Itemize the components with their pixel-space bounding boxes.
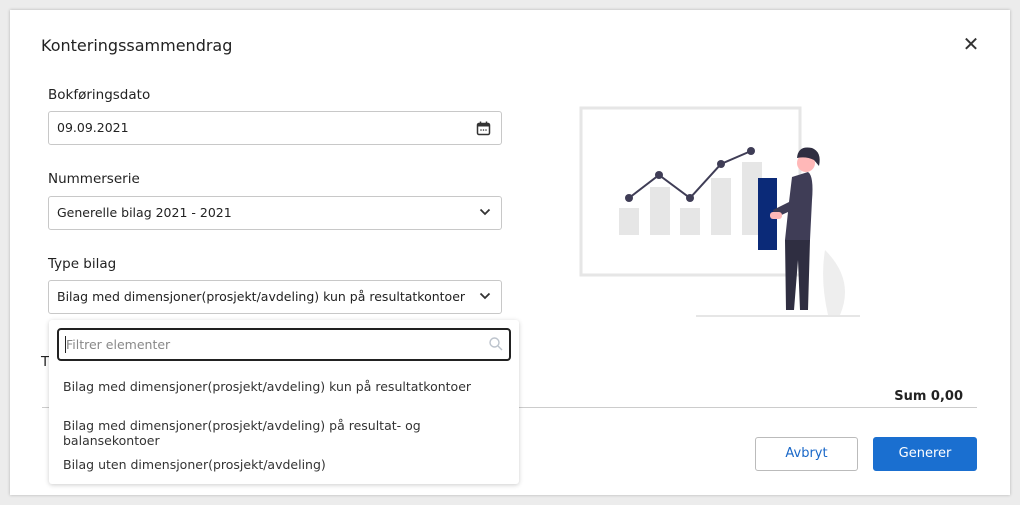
dropdown-option[interactable]: Bilag uten dimensjoner(prosjekt/avdeling…: [63, 457, 326, 472]
chevron-down-icon: [479, 281, 491, 313]
search-icon: [489, 330, 503, 362]
sum-total: Sum 0,00: [894, 389, 963, 404]
hand: [770, 212, 782, 219]
dialog-title: Konteringssammendrag: [41, 36, 233, 55]
cancel-button[interactable]: Avbryt: [755, 437, 858, 471]
dialog: Konteringssammendrag ✕ Bokføringsdato 09…: [10, 10, 1010, 495]
filter-placeholder: Filtrer elementer: [66, 337, 171, 352]
date-value: 09.09.2021: [57, 120, 129, 135]
calendar-icon[interactable]: [476, 112, 491, 149]
bars: [619, 162, 762, 235]
text-cursor: [65, 336, 66, 353]
type-label: Type bilag: [48, 256, 117, 272]
series-value: Generelle bilag 2021 - 2021: [57, 205, 232, 220]
generate-button[interactable]: Generer: [873, 437, 977, 471]
held-bar: [758, 178, 777, 250]
hidden-label: T: [41, 354, 50, 370]
hair: [797, 147, 820, 166]
date-input[interactable]: 09.09.2021: [48, 111, 502, 145]
torso: [773, 172, 813, 240]
plant: [823, 250, 845, 315]
trend-points: [625, 147, 755, 202]
series-label: Nummerserie: [48, 171, 140, 187]
legs: [785, 240, 810, 310]
chevron-down-icon: [479, 197, 491, 229]
type-value: Bilag med dimensjoner(prosjekt/avdeling)…: [57, 289, 466, 304]
trend-line: [628, 150, 752, 200]
dropdown-option[interactable]: Bilag med dimensjoner(prosjekt/avdeling)…: [63, 418, 421, 448]
date-label: Bokføringsdato: [48, 87, 151, 103]
type-select[interactable]: Bilag med dimensjoner(prosjekt/avdeling)…: [48, 280, 502, 314]
chart-illustration: [579, 106, 860, 317]
dropdown-option[interactable]: Bilag med dimensjoner(prosjekt/avdeling)…: [63, 379, 472, 394]
filter-input[interactable]: Filtrer elementer: [57, 328, 511, 361]
close-icon[interactable]: ✕: [962, 32, 980, 56]
type-dropdown: Filtrer elementer Bilag med dimensjoner(…: [49, 320, 519, 484]
series-select[interactable]: Generelle bilag 2021 - 2021: [48, 196, 502, 230]
